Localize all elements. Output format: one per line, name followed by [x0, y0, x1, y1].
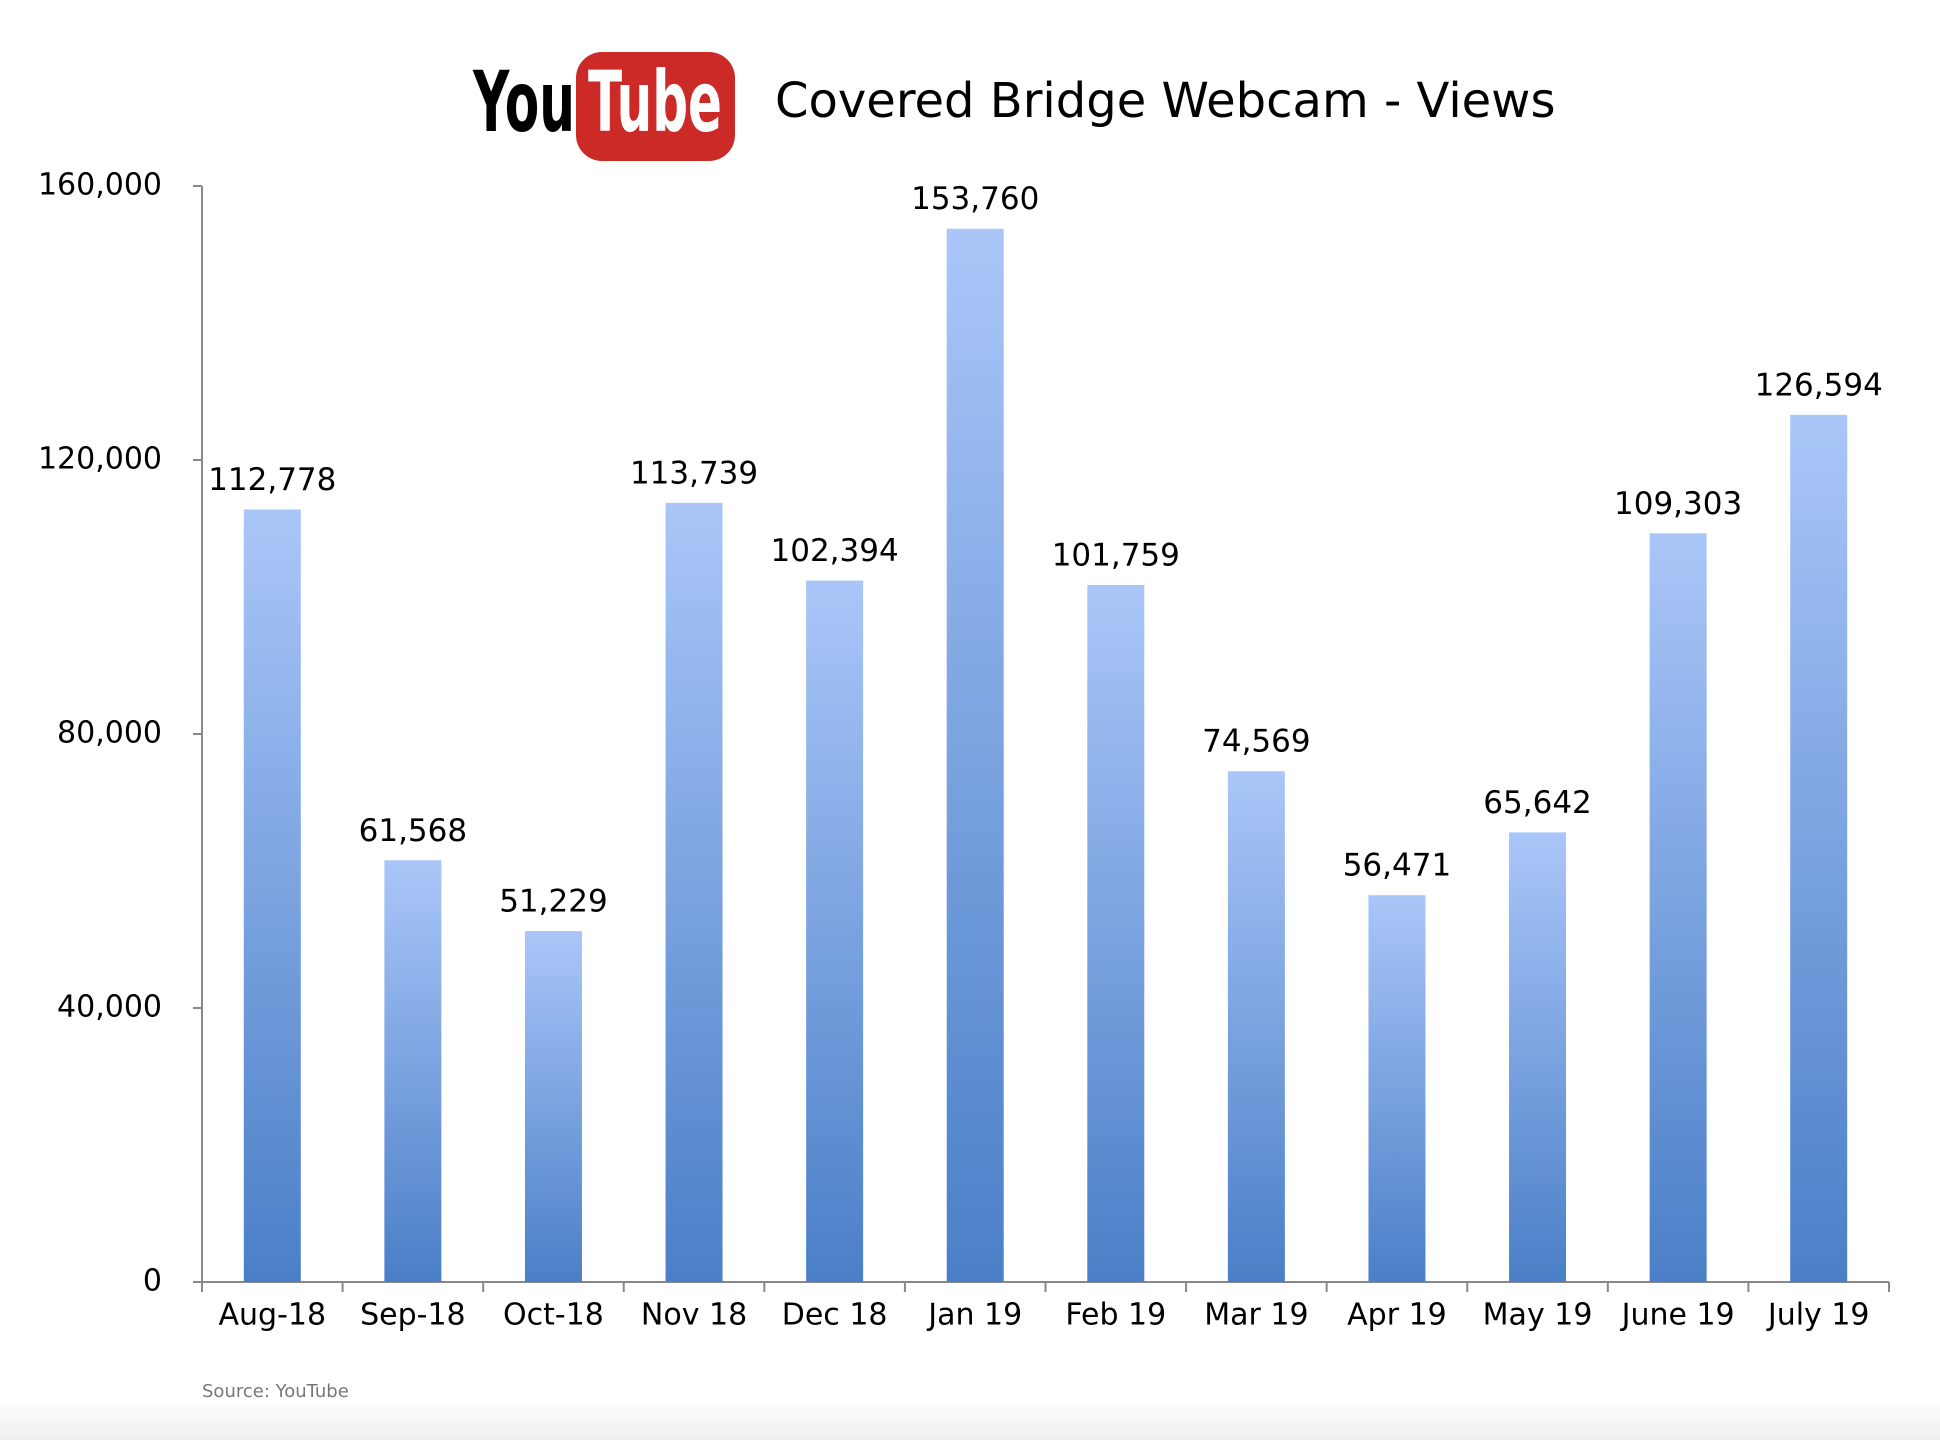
logo-you: You [472, 53, 575, 151]
x-tick-label: Sep-18 [360, 1298, 466, 1333]
y-tick-label: 40,000 [57, 990, 162, 1025]
x-tick-label: Dec 18 [782, 1298, 888, 1333]
value-label: 102,394 [771, 533, 899, 569]
value-label: 112,778 [208, 462, 336, 498]
value-label: 109,303 [1614, 486, 1742, 522]
bar [806, 580, 864, 1282]
x-tick-label: Nov 18 [641, 1298, 747, 1333]
value-label: 56,471 [1343, 848, 1451, 884]
value-label: 101,759 [1052, 537, 1180, 573]
bar [1509, 832, 1567, 1282]
bar [1368, 895, 1426, 1282]
x-tick-label: June 19 [1620, 1298, 1735, 1333]
x-tick-label: Jan 19 [926, 1298, 1022, 1333]
bar [946, 228, 1004, 1282]
logo-box [576, 52, 735, 161]
footer-band [0, 1400, 1940, 1440]
bar [1649, 533, 1707, 1282]
logo-tube: Tube [588, 53, 722, 151]
chart-title: Covered Bridge Webcam - Views [775, 73, 1555, 129]
bar [243, 509, 301, 1282]
y-tick-label: 0 [143, 1264, 162, 1299]
x-tick-label: May 19 [1483, 1298, 1593, 1333]
y-tick-label: 160,000 [38, 168, 162, 203]
bar [665, 502, 723, 1283]
x-tick-label: Apr 19 [1347, 1298, 1447, 1333]
youtube-logo: You Tube [472, 52, 735, 161]
x-tick-label: Mar 19 [1204, 1298, 1308, 1333]
value-label: 74,569 [1202, 724, 1310, 760]
value-label: 113,739 [630, 455, 758, 491]
bar [1227, 771, 1285, 1282]
x-tick-label: Feb 19 [1065, 1298, 1166, 1333]
value-label: 51,229 [499, 884, 607, 920]
x-tick-label: July 19 [1766, 1298, 1870, 1333]
bar [1790, 414, 1848, 1283]
bar [384, 860, 442, 1282]
bar [524, 931, 582, 1282]
x-tick-label: Aug-18 [219, 1298, 327, 1333]
bar [1087, 584, 1145, 1282]
value-label: 65,642 [1483, 785, 1591, 821]
y-tick-label: 120,000 [38, 442, 162, 477]
x-tick-label: Oct-18 [503, 1298, 604, 1333]
value-label: 61,568 [359, 813, 467, 849]
source-note: Source: YouTube [202, 1381, 349, 1402]
value-label: 153,760 [911, 181, 1039, 217]
value-label: 126,594 [1755, 367, 1883, 403]
y-tick-label: 80,000 [57, 716, 162, 751]
